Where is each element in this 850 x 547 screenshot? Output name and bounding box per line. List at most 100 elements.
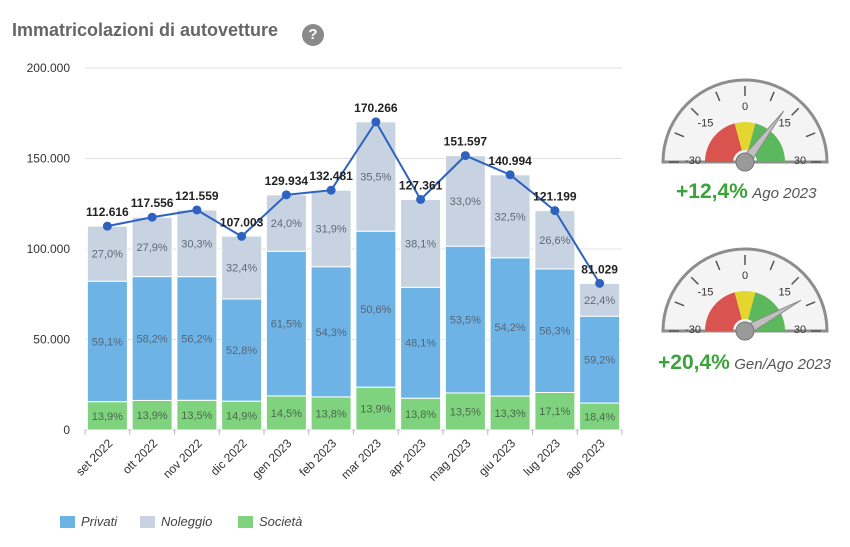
gauge-tick bbox=[690, 276, 699, 285]
gauge-hub bbox=[735, 152, 755, 172]
gauge-monthly: -30 -15 0 15 30 bbox=[661, 78, 829, 172]
gauge-hub bbox=[735, 321, 755, 341]
gauge-tick-label: 0 bbox=[742, 101, 748, 113]
x-tick-label: apr 2023 bbox=[385, 436, 429, 480]
total-value-label: 127.361 bbox=[399, 178, 443, 192]
total-value-label: 107.003 bbox=[220, 215, 264, 229]
gauge-tick bbox=[715, 91, 721, 102]
gauge-monthly-value: +12,4% bbox=[676, 180, 748, 203]
gauge-tick-label: 30 bbox=[794, 155, 806, 167]
gauge-band bbox=[705, 123, 742, 162]
legend-item-privati[interactable]: Privati bbox=[60, 514, 117, 529]
bar-percent-label: 32,4% bbox=[226, 263, 257, 275]
total-value-label: 129.934 bbox=[265, 174, 309, 188]
x-tick-label: mag 2023 bbox=[426, 436, 474, 484]
bar-percent-label: 38,1% bbox=[405, 238, 436, 250]
bar-segment bbox=[310, 266, 352, 398]
total-point bbox=[416, 194, 426, 204]
gauge-tick-label: -15 bbox=[697, 117, 713, 129]
x-tick-label: ott 2022 bbox=[120, 436, 161, 477]
total-point bbox=[550, 206, 560, 216]
x-tick-label: giu 2023 bbox=[476, 436, 519, 479]
x-tick-label: lug 2023 bbox=[521, 436, 564, 479]
y-tick-label: 150.000 bbox=[27, 152, 71, 166]
gauge-tick-label: -15 bbox=[697, 286, 713, 298]
total-point bbox=[237, 231, 247, 241]
bar-percent-label: 59,2% bbox=[584, 355, 615, 367]
total-point bbox=[192, 205, 202, 215]
bar-percent-label: 13,9% bbox=[137, 410, 168, 422]
total-point bbox=[326, 185, 336, 195]
bar-segment bbox=[489, 395, 531, 431]
bar-percent-label: 27,9% bbox=[137, 242, 168, 254]
legend-item-noleggio[interactable]: Noleggio bbox=[140, 514, 212, 529]
bar-percent-label: 58,2% bbox=[137, 334, 168, 346]
gauge-tick-label: 15 bbox=[778, 117, 790, 129]
bar-segment bbox=[444, 155, 486, 247]
total-value-label: 112.616 bbox=[86, 205, 129, 219]
bar-percent-label: 13,3% bbox=[495, 408, 526, 420]
legend-label-privati: Privati bbox=[81, 514, 118, 529]
y-tick-label: 50.000 bbox=[33, 333, 70, 347]
bar-percent-label: 32,5% bbox=[495, 211, 526, 223]
bar-percent-label: 13,5% bbox=[181, 410, 212, 422]
gauge-tick bbox=[769, 91, 775, 102]
bar-percent-label: 14,5% bbox=[271, 408, 302, 420]
bar-segment bbox=[131, 216, 173, 278]
total-point bbox=[460, 151, 470, 161]
bar-percent-label: 24,0% bbox=[271, 218, 302, 230]
total-point bbox=[371, 117, 381, 127]
bar-percent-label: 27,0% bbox=[92, 249, 123, 261]
question-icon[interactable]: ? bbox=[302, 24, 324, 46]
gauge-monthly-caption: +12,4% Ago 2023 bbox=[676, 180, 817, 204]
x-tick-label: dic 2022 bbox=[208, 436, 250, 478]
bar-segment bbox=[86, 280, 128, 403]
gauge-band bbox=[705, 292, 742, 331]
total-point bbox=[281, 190, 291, 200]
bar-percent-label: 14,9% bbox=[226, 411, 257, 423]
total-point bbox=[505, 170, 515, 180]
bar-percent-label: 17,1% bbox=[539, 406, 570, 418]
bar-segment bbox=[355, 121, 397, 232]
y-tick-label: 200.000 bbox=[27, 61, 71, 75]
gauge-tick bbox=[805, 301, 816, 307]
x-tick-label: mar 2023 bbox=[338, 436, 384, 482]
legend-item-societa[interactable]: Società bbox=[238, 514, 302, 529]
x-tick-label: feb 2023 bbox=[296, 436, 339, 479]
bar-segment bbox=[534, 268, 576, 393]
x-tick-label: nov 2022 bbox=[160, 436, 205, 481]
bar-percent-label: 26,6% bbox=[539, 235, 570, 247]
bar-segment bbox=[131, 276, 173, 401]
total-point bbox=[595, 278, 605, 288]
bar-segment bbox=[489, 174, 531, 259]
gauge-tick bbox=[769, 260, 775, 271]
bar-percent-label: 54,2% bbox=[495, 322, 526, 334]
legend-label-societa: Società bbox=[259, 514, 303, 529]
gauge-dial bbox=[661, 78, 829, 164]
x-tick-label: gen 2023 bbox=[249, 436, 295, 482]
gauge-ytd-value: +20,4% bbox=[658, 351, 730, 374]
gauge-tick bbox=[674, 301, 685, 307]
total-value-label: 121.199 bbox=[533, 190, 577, 204]
legend-swatch-societa bbox=[238, 515, 253, 528]
bar-percent-label: 35,5% bbox=[360, 172, 391, 184]
bar-segment bbox=[534, 391, 576, 431]
bar-percent-label: 13,5% bbox=[450, 406, 481, 418]
bar-percent-label: 53,5% bbox=[450, 315, 481, 327]
gauge-band bbox=[734, 122, 756, 151]
total-point bbox=[102, 221, 112, 231]
total-value-label: 117.556 bbox=[131, 196, 174, 210]
bar-segment bbox=[265, 395, 307, 431]
total-value-label: 132.481 bbox=[309, 169, 353, 183]
bar-segment bbox=[86, 225, 128, 282]
gauge-band bbox=[734, 291, 756, 320]
legend-label-noleggio: Noleggio bbox=[161, 514, 213, 529]
chart-title: Immatricolazioni di autovetture bbox=[12, 20, 279, 40]
bar-percent-label: 18,4% bbox=[584, 412, 615, 424]
bar-segment bbox=[221, 400, 263, 431]
gauge-tick bbox=[674, 132, 685, 138]
bar-segment bbox=[355, 386, 397, 431]
legend-swatch-noleggio bbox=[140, 515, 155, 528]
gauge-ytd-caption: +20,4% Gen/Ago 2023 bbox=[658, 351, 831, 375]
